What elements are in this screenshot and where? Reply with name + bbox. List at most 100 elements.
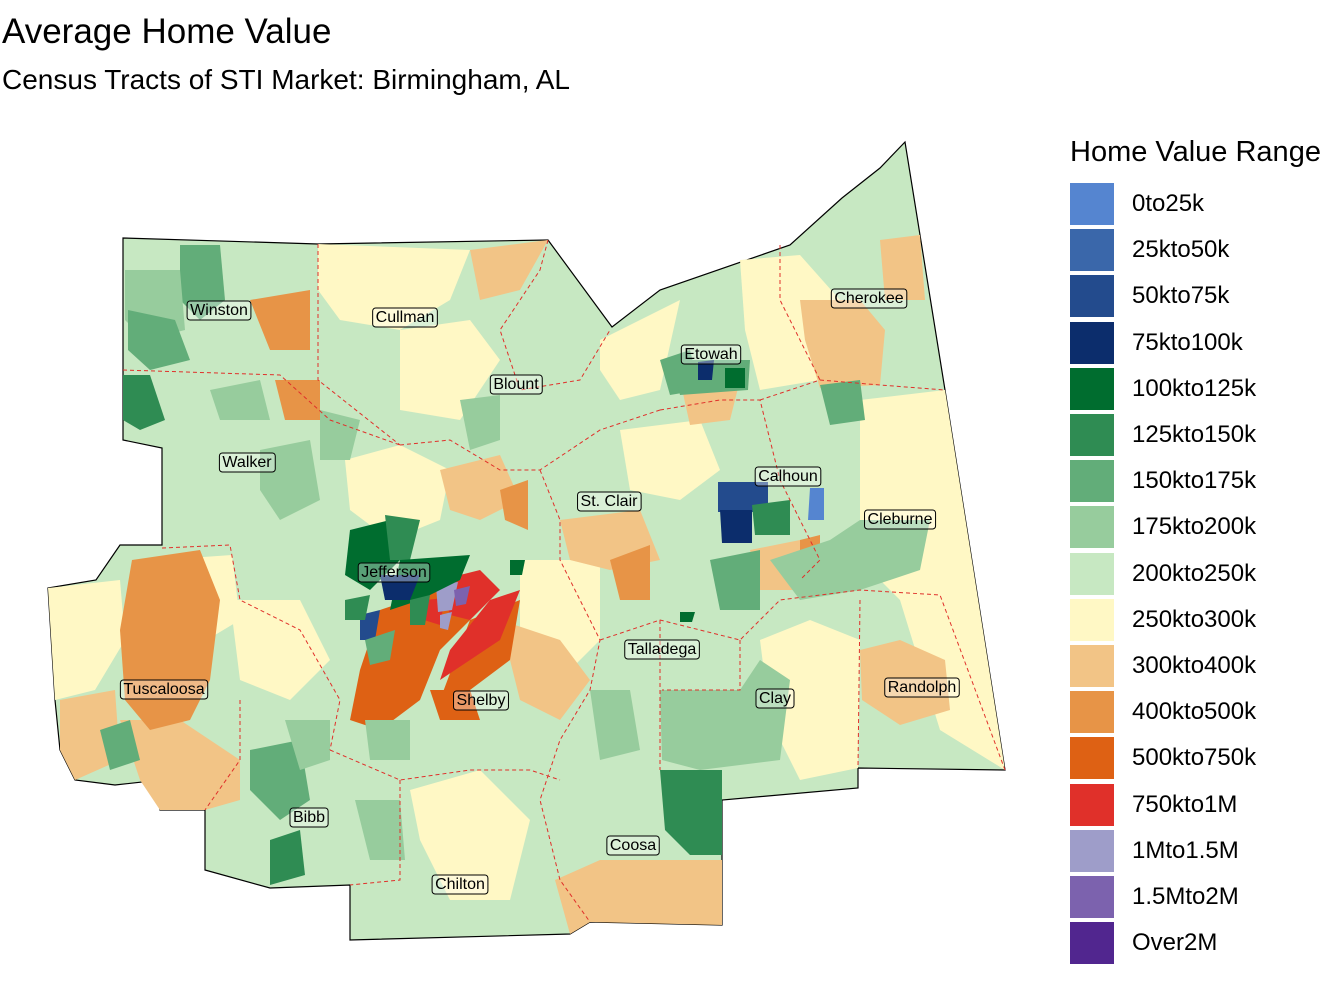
legend-swatch (1070, 783, 1114, 826)
tract-100kto125k (725, 368, 745, 388)
county-label-box (186, 300, 252, 321)
county-label-text: Cleburne (868, 511, 933, 528)
tract-75kto100k (720, 510, 752, 543)
tract-300kto400k (555, 860, 722, 934)
county-label-text: Shelby (457, 692, 506, 709)
legend-label: 0to25k (1132, 190, 1205, 218)
tract-0to25k (808, 488, 824, 520)
county-label-text: Winston (190, 302, 248, 319)
county-label-box (754, 466, 822, 487)
county-label: Randolph (884, 677, 960, 698)
tract-300kto400k (860, 640, 950, 725)
tract-250kto300k (230, 600, 330, 700)
legend-item: 25kto50k (1070, 227, 1321, 273)
legend-swatch (1070, 737, 1114, 780)
county-label-box (864, 509, 937, 530)
county-label: Blount (489, 374, 543, 395)
county-label: Coosa (606, 835, 660, 856)
county-label-box (884, 677, 960, 698)
tract-150kto175k (128, 310, 190, 370)
county-label: Cherokee (830, 288, 908, 309)
legend-label: 250kto300k (1132, 605, 1257, 633)
tract-175kto200k (660, 660, 790, 770)
county-label: Calhoun (754, 466, 822, 487)
legend-item: 125kto150k (1070, 412, 1321, 458)
legend-label: 125kto150k (1132, 421, 1257, 449)
county-label-text: Tuscaloosa (123, 681, 204, 698)
legend-label: 300kto400k (1132, 651, 1257, 679)
tract-400kto500k (250, 290, 310, 350)
tract-750kto1M (440, 590, 520, 680)
legend-swatch (1070, 275, 1114, 318)
legend-item: 175kto200k (1070, 504, 1321, 550)
legend-swatch (1070, 229, 1114, 272)
county-label-text: Talladega (628, 641, 697, 658)
legend-item: 100kto125k (1070, 366, 1321, 412)
legend-item: 75kto100k (1070, 320, 1321, 366)
tract-75kto100k (698, 360, 714, 380)
tract-125kto150k (270, 830, 305, 885)
tract-125kto150k (660, 770, 722, 855)
tract-175kto200k (285, 720, 330, 770)
tract-175kto200k (590, 690, 640, 760)
legend-swatch (1070, 321, 1114, 364)
legend-swatch (1070, 829, 1114, 872)
map-subtitle: Census Tracts of STI Market: Birmingham,… (2, 64, 570, 95)
county-label: Cleburne (864, 509, 937, 530)
legend-label: 1.5Mto2M (1132, 882, 1239, 910)
county-labels: Winston Cullman Blount Etowah Cherokee Walker… (119, 288, 960, 895)
county-label-box (453, 690, 509, 711)
tract-300kto400k (800, 300, 885, 388)
county-label: Chilton (431, 874, 489, 895)
county-label-text: Blount (493, 376, 539, 393)
county-label-text: Coosa (610, 837, 656, 854)
county-label-box (606, 835, 660, 856)
county-label-text: Calhoun (758, 468, 818, 485)
tract-250kto300k (860, 390, 1005, 770)
census-tracts (48, 235, 1005, 934)
county-label: Walker (218, 452, 276, 473)
tract-100kto125k (680, 612, 695, 622)
tract-150kto175k (710, 550, 760, 610)
tract-250kto300k (620, 420, 720, 500)
county-label-text: Jefferson (361, 564, 427, 581)
legend-item: 300kto400k (1070, 643, 1321, 689)
tract-175kto200k (355, 800, 405, 860)
tract-175kto200k (770, 520, 930, 600)
county-label-box (218, 452, 276, 473)
legend-label: 500kto750k (1132, 744, 1257, 772)
county-label-box (830, 288, 908, 309)
tract-400kto500k (500, 480, 528, 530)
tract-125kto150k (752, 500, 790, 535)
tract-250kto300k (760, 620, 860, 780)
tract-1Mto1.5M (436, 582, 458, 612)
tract-50kto75k (718, 482, 768, 512)
tract-300kto400k (880, 235, 925, 300)
legend-swatch (1070, 367, 1114, 410)
legend-label: 750kto1M (1132, 790, 1238, 818)
legend-swatch (1070, 183, 1114, 226)
legend-label: Over2M (1132, 929, 1218, 957)
tract-400kto500k (120, 550, 220, 730)
legend-label: 75kto100k (1132, 328, 1243, 356)
legend-item: 200kto250k (1070, 551, 1321, 597)
legend-label: 100kto125k (1132, 374, 1257, 402)
tract-300kto400k (470, 240, 548, 300)
legend-swatch (1070, 552, 1114, 595)
county-label-text: Clay (759, 690, 791, 707)
county-label-box (431, 874, 489, 895)
tract-300kto400k (60, 690, 120, 780)
tract-500kto750k (430, 690, 480, 720)
tract-175kto200k (460, 395, 500, 450)
tract-75kto100k (380, 575, 420, 600)
tract-150kto175k (100, 720, 140, 770)
county-label: Talladega (624, 639, 700, 660)
tract-250kto300k (410, 770, 530, 900)
tract-100kto125k (345, 520, 400, 590)
tract-150kto175k (250, 740, 310, 820)
tract-125kto150k (385, 515, 420, 560)
legend: Home Value Range 0to25k 25kto50k 50kto75k 7… (1070, 136, 1321, 966)
map-title: Average Home Value (2, 12, 332, 51)
county-label: Cullman (372, 307, 438, 328)
county-label: Shelby (453, 690, 509, 711)
